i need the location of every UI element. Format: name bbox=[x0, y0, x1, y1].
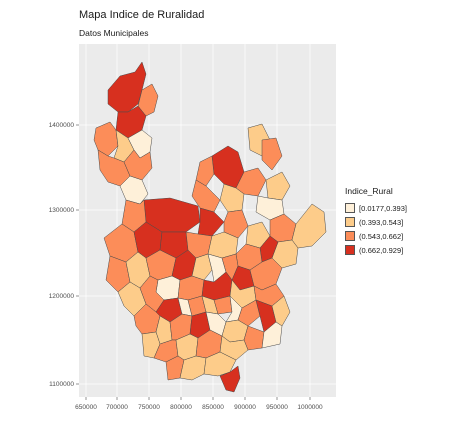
municipality-region bbox=[191, 253, 213, 281]
legend-swatch bbox=[345, 203, 355, 213]
legend-swatch bbox=[345, 231, 355, 241]
x-tick-label: 1000000 bbox=[297, 404, 323, 411]
axis-ticks bbox=[76, 124, 311, 400]
x-tick-label: 950000 bbox=[266, 404, 288, 411]
legend-label: (0.543,0.662] bbox=[359, 231, 404, 241]
y-tick-label: 1300000 bbox=[49, 207, 75, 214]
legend-title: Indice_Rural bbox=[345, 186, 393, 196]
legend-item: (0.662,0.929] bbox=[345, 243, 407, 257]
legend-item: (0.393,0.543] bbox=[345, 215, 407, 229]
legend-label: (0.662,0.929] bbox=[359, 245, 404, 255]
x-tick-label: 700000 bbox=[106, 404, 128, 411]
municipality-region bbox=[261, 321, 283, 349]
legend-item: (0.543,0.662] bbox=[345, 229, 407, 243]
municipality-region bbox=[219, 365, 241, 393]
x-tick-label: 900000 bbox=[234, 404, 256, 411]
municipality-region bbox=[207, 231, 239, 259]
y-tick-label: 1200000 bbox=[49, 293, 75, 300]
municipality-region bbox=[261, 137, 283, 171]
municipality-region bbox=[93, 121, 119, 157]
municipality-region bbox=[195, 155, 215, 187]
legend-item: [0.0177,0.393] bbox=[345, 201, 407, 215]
y-tick-label: 1100000 bbox=[49, 381, 74, 388]
legend-label: [0.0177,0.393] bbox=[359, 203, 407, 213]
municipalities bbox=[93, 61, 327, 393]
municipality-region bbox=[237, 299, 261, 327]
y-tick-label: 1400000 bbox=[49, 122, 75, 129]
municipality-region bbox=[243, 325, 265, 351]
x-tick-label: 650000 bbox=[75, 404, 97, 411]
map-subtitle: Datos Municipales bbox=[79, 28, 149, 38]
legend-swatch bbox=[345, 217, 355, 227]
legend-label: (0.393,0.543] bbox=[359, 217, 404, 227]
x-tick-label: 850000 bbox=[202, 404, 224, 411]
legend: Indice_Rural [0.0177,0.393] (0.393,0.543… bbox=[345, 186, 407, 257]
x-tick-label: 800000 bbox=[170, 404, 192, 411]
x-tick-label: 750000 bbox=[138, 404, 160, 411]
legend-swatch bbox=[345, 245, 355, 255]
map-title: Mapa Indice de Ruralidad bbox=[79, 9, 205, 21]
municipality-region bbox=[265, 171, 291, 201]
municipality-region bbox=[271, 295, 291, 327]
